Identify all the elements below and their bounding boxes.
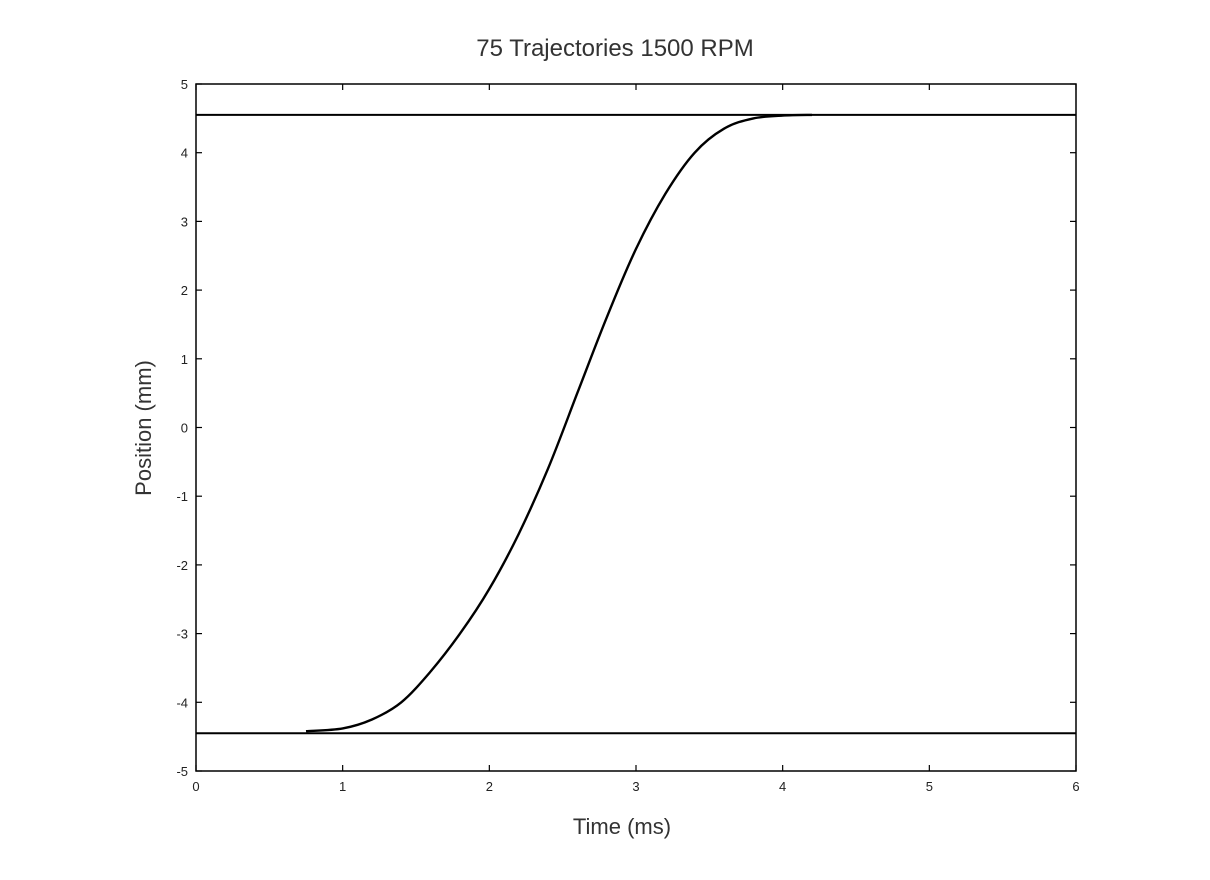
x-tick-label: 3 bbox=[632, 779, 639, 794]
trajectory-line bbox=[305, 113, 813, 733]
y-tick-label: -5 bbox=[176, 764, 188, 779]
y-tick-label: -2 bbox=[176, 558, 188, 573]
y-tick-label: 1 bbox=[181, 352, 188, 367]
y-tick-label: 3 bbox=[181, 214, 188, 229]
x-tick-label: 5 bbox=[926, 779, 933, 794]
y-tick-label: -4 bbox=[176, 695, 188, 710]
y-tick-label: 2 bbox=[181, 283, 188, 298]
y-tick-label: 4 bbox=[181, 146, 188, 161]
x-tick-label: 4 bbox=[779, 779, 786, 794]
y-tick-label: -1 bbox=[176, 489, 188, 504]
x-axis-label: Time (ms) bbox=[573, 814, 671, 839]
x-tick-label: 2 bbox=[486, 779, 493, 794]
y-axis-label: Position (mm) bbox=[131, 360, 156, 496]
x-tick-label: 6 bbox=[1072, 779, 1079, 794]
x-tick-label: 0 bbox=[192, 779, 199, 794]
plot-area: 0 1 2 3 4 5 6 5 4 3 2 1 0 -1 -2 -3 -4 -5 bbox=[176, 77, 1079, 794]
y-tick-label: 0 bbox=[181, 421, 188, 436]
x-tick-label: 1 bbox=[339, 779, 346, 794]
y-tick-label: -3 bbox=[176, 627, 188, 642]
axes-frame bbox=[195, 83, 1077, 772]
chart-title: 75 Trajectories 1500 RPM bbox=[476, 35, 753, 62]
y-tick-label: 5 bbox=[181, 77, 188, 92]
